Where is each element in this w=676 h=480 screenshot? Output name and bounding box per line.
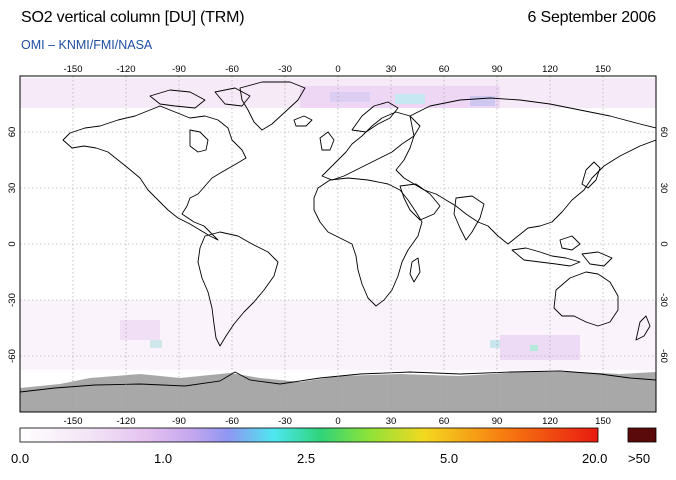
coastlines: [62, 81, 656, 347]
lon-tick-label-bottom: 30: [386, 416, 397, 427]
colorbar-gradient: [19, 427, 599, 443]
lat-tick-label-right: 60: [658, 127, 669, 138]
north-america-outline: [62, 105, 247, 241]
lat-tick-label-right: 30: [658, 183, 669, 194]
colorbar-label-2: 2.5: [297, 451, 316, 466]
india-outline: [453, 195, 485, 241]
europe-outline: [321, 111, 421, 181]
lon-tick-label-bottom: 150: [595, 416, 611, 427]
madagascar-outline: [409, 257, 421, 283]
scandinavia-outline: [351, 101, 399, 133]
lon-tick-label-bottom: 120: [542, 416, 558, 427]
indonesia-outline: [511, 235, 581, 267]
lon-tick-label-top: -30: [278, 64, 292, 75]
lon-tick-label-bottom: -90: [172, 416, 186, 427]
new-guinea-outline: [581, 251, 613, 267]
lon-tick-label-top: -150: [63, 64, 82, 75]
lon-tick-label-bottom: -30: [278, 416, 292, 427]
lon-tick-label-top: 120: [542, 64, 558, 75]
colorbar-label-5: >50: [628, 451, 651, 466]
graticule: [20, 76, 656, 412]
lat-tick-label-left: -30: [7, 293, 18, 307]
asia-outline: [395, 97, 656, 245]
south-america-outline: [197, 231, 279, 347]
lon-tick-label-top: -120: [116, 64, 135, 75]
iceland-outline: [293, 115, 313, 127]
lon-tick-label-bottom: -150: [63, 416, 82, 427]
map-date: 6 September 2006: [527, 9, 657, 26]
lon-tick-label-bottom: -60: [225, 416, 239, 427]
lat-tick-label-left: 0: [7, 241, 18, 246]
british-isles-outline: [319, 131, 335, 151]
canadian-arctic-islands: [149, 87, 251, 109]
lat-tick-label-right: -60: [658, 349, 669, 363]
lat-tick-label-right: 0: [658, 241, 669, 246]
colorbar-label-4: 20.0: [582, 451, 608, 466]
australia-outline: [553, 271, 619, 327]
lat-tick-label-right: -30: [658, 293, 669, 307]
arabia-outline: [399, 183, 441, 221]
lon-tick-label-top: -90: [172, 64, 186, 75]
japan-outline: [581, 161, 601, 189]
lat-tick-label-left: -60: [7, 349, 18, 363]
colorbar-label-1: 1.0: [154, 451, 173, 466]
antarctica-outline: [20, 370, 656, 393]
lon-tick-label-top: 90: [492, 64, 503, 75]
lon-tick-label-top: 60: [439, 64, 450, 75]
lon-tick-label-bottom: 60: [439, 416, 450, 427]
so2-noise-layer: [20, 78, 656, 370]
new-zealand-outline: [635, 315, 651, 341]
colorbar-overflow-swatch: [627, 427, 657, 443]
colorbar-label-3: 5.0: [440, 451, 459, 466]
colorbar-label-0: 0.0: [11, 451, 30, 466]
lon-tick-label-bottom: -120: [116, 416, 135, 427]
lon-tick-label-bottom: 0: [335, 416, 340, 427]
lat-tick-label-left: 30: [7, 183, 18, 194]
lon-tick-label-top: 150: [595, 64, 611, 75]
hudson-bay-outline: [189, 129, 209, 153]
axis-ticks: -150 -150 -120 -120 -90 -90 -60 -60 -30 -30 0 0 30 30…: [7, 64, 669, 427]
map-credit: OMI – KNMI/FMI/NASA: [21, 38, 153, 52]
lon-tick-label-top: -60: [225, 64, 239, 75]
lat-tick-label-left: 60: [7, 127, 18, 138]
lon-tick-label-top: 0: [335, 64, 340, 75]
lon-tick-label-bottom: 90: [492, 416, 503, 427]
africa-outline: [313, 177, 423, 307]
greenland-outline: [239, 81, 306, 131]
lon-tick-label-top: 30: [386, 64, 397, 75]
map-frame: [19, 75, 657, 413]
map-title: SO2 vertical column [DU] (TRM): [21, 9, 245, 26]
